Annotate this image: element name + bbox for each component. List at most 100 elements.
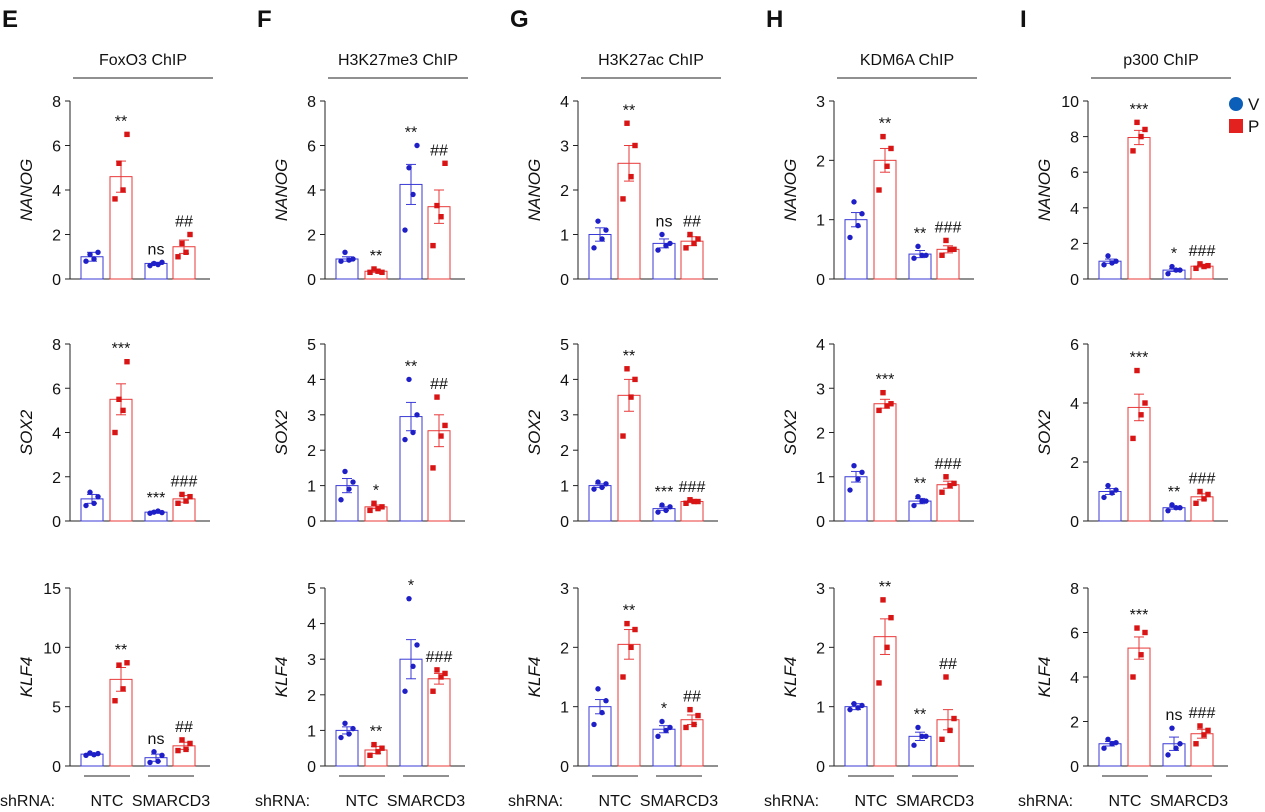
y-tick-label: 5 — [307, 337, 316, 354]
legend: VP — [1229, 95, 1260, 136]
data-point-p — [1197, 488, 1203, 495]
y-tick-label: 0 — [307, 272, 316, 289]
y-tick-label: 0 — [307, 514, 316, 531]
data-point-p — [880, 597, 886, 603]
data-point-v — [1105, 253, 1111, 259]
y-tick-label: 0 — [1070, 759, 1079, 776]
data-point-p — [880, 133, 886, 140]
data-point-v — [410, 191, 416, 198]
y-tick-label: 6 — [1070, 165, 1079, 182]
y-axis-label: KLF4 — [1035, 657, 1054, 698]
data-point-v — [1165, 507, 1171, 514]
bar-p — [109, 398, 133, 522]
data-point-v — [338, 497, 344, 503]
bar-v — [844, 219, 868, 280]
data-point-p — [1138, 412, 1144, 418]
data-point-v — [159, 259, 165, 266]
data-point-v — [414, 412, 420, 418]
y-tick-label: 8 — [1070, 130, 1079, 147]
data-point-v — [406, 376, 412, 383]
y-tick-label: 0 — [1070, 272, 1079, 289]
y-tick-label: 6 — [52, 139, 61, 156]
significance-label: ### — [935, 219, 962, 236]
data-point-v — [406, 595, 412, 602]
data-point-p — [187, 493, 193, 500]
data-point-p — [939, 736, 945, 742]
significance-label: ## — [430, 142, 448, 159]
data-point-v — [406, 165, 412, 171]
bar-p — [617, 643, 641, 767]
y-tick-label: 2 — [816, 153, 825, 170]
data-point-v — [1109, 490, 1115, 496]
y-tick-label: 2 — [52, 228, 61, 245]
y-axis-label: NANOG — [1035, 159, 1054, 221]
y-tick-label: 0 — [1070, 514, 1079, 531]
y-tick-label: 4 — [560, 94, 569, 111]
data-point-v — [147, 759, 153, 766]
y-tick-label: 6 — [52, 381, 61, 398]
legend-label-p: P — [1248, 117, 1259, 136]
data-point-v — [1169, 502, 1175, 508]
y-tick-label: 2 — [1070, 715, 1079, 732]
y-axis-label: SOX2 — [525, 409, 544, 455]
data-point-v — [667, 724, 673, 731]
data-point-p — [187, 231, 193, 238]
data-point-p — [632, 626, 638, 633]
y-axis-label: SOX2 — [17, 409, 36, 455]
data-point-p — [687, 706, 693, 713]
data-point-v — [603, 481, 609, 487]
significance-label: *** — [655, 484, 674, 501]
data-point-v — [1113, 487, 1119, 493]
data-point-p — [183, 498, 189, 504]
data-point-v — [414, 142, 420, 149]
panel-title: H3K27me3 ChIP — [338, 52, 458, 69]
y-tick-label: 4 — [816, 337, 825, 354]
y-tick-label: 2 — [560, 183, 569, 200]
data-point-v — [911, 255, 917, 261]
data-point-v — [402, 436, 408, 443]
data-point-p — [438, 214, 444, 220]
significance-label: ### — [935, 456, 962, 473]
data-point-v — [855, 222, 861, 229]
data-point-v — [915, 724, 921, 731]
data-point-v — [655, 733, 661, 740]
data-point-v — [342, 720, 348, 726]
significance-label: ** — [879, 579, 891, 596]
y-tick-label: 3 — [560, 581, 569, 598]
y-tick-label: 5 — [52, 700, 61, 717]
data-point-p — [620, 674, 626, 680]
y-tick-label: 0 — [560, 759, 569, 776]
significance-label: * — [1171, 246, 1177, 263]
significance-label: ** — [370, 724, 382, 741]
data-point-v — [1169, 263, 1175, 270]
data-point-v — [859, 211, 865, 217]
data-point-v — [851, 199, 857, 205]
data-point-p — [379, 269, 385, 276]
bar-p — [1127, 647, 1151, 767]
data-point-p — [888, 145, 894, 152]
data-point-p — [683, 500, 689, 506]
data-point-p — [442, 422, 448, 429]
data-point-v — [155, 758, 161, 764]
subplot-sox2: 0 2 4 6 8 SOX2 *** *** ### — [17, 337, 210, 531]
data-point-p — [947, 727, 953, 734]
data-point-p — [434, 202, 440, 209]
data-point-v — [91, 500, 97, 506]
y-tick-label: 2 — [307, 228, 316, 245]
data-point-p — [175, 254, 181, 260]
data-point-p — [120, 407, 126, 414]
data-point-v — [599, 484, 605, 491]
y-tick-label: 4 — [307, 372, 316, 389]
significance-label: * — [373, 482, 379, 499]
group-label-ntc: NTC — [855, 793, 888, 810]
data-point-p — [628, 644, 634, 651]
data-point-p — [124, 131, 130, 138]
data-point-v — [1105, 482, 1111, 489]
data-point-p — [888, 614, 894, 621]
y-axis-label: KLF4 — [525, 657, 544, 698]
data-point-v — [147, 262, 153, 269]
bar-v — [588, 706, 612, 767]
